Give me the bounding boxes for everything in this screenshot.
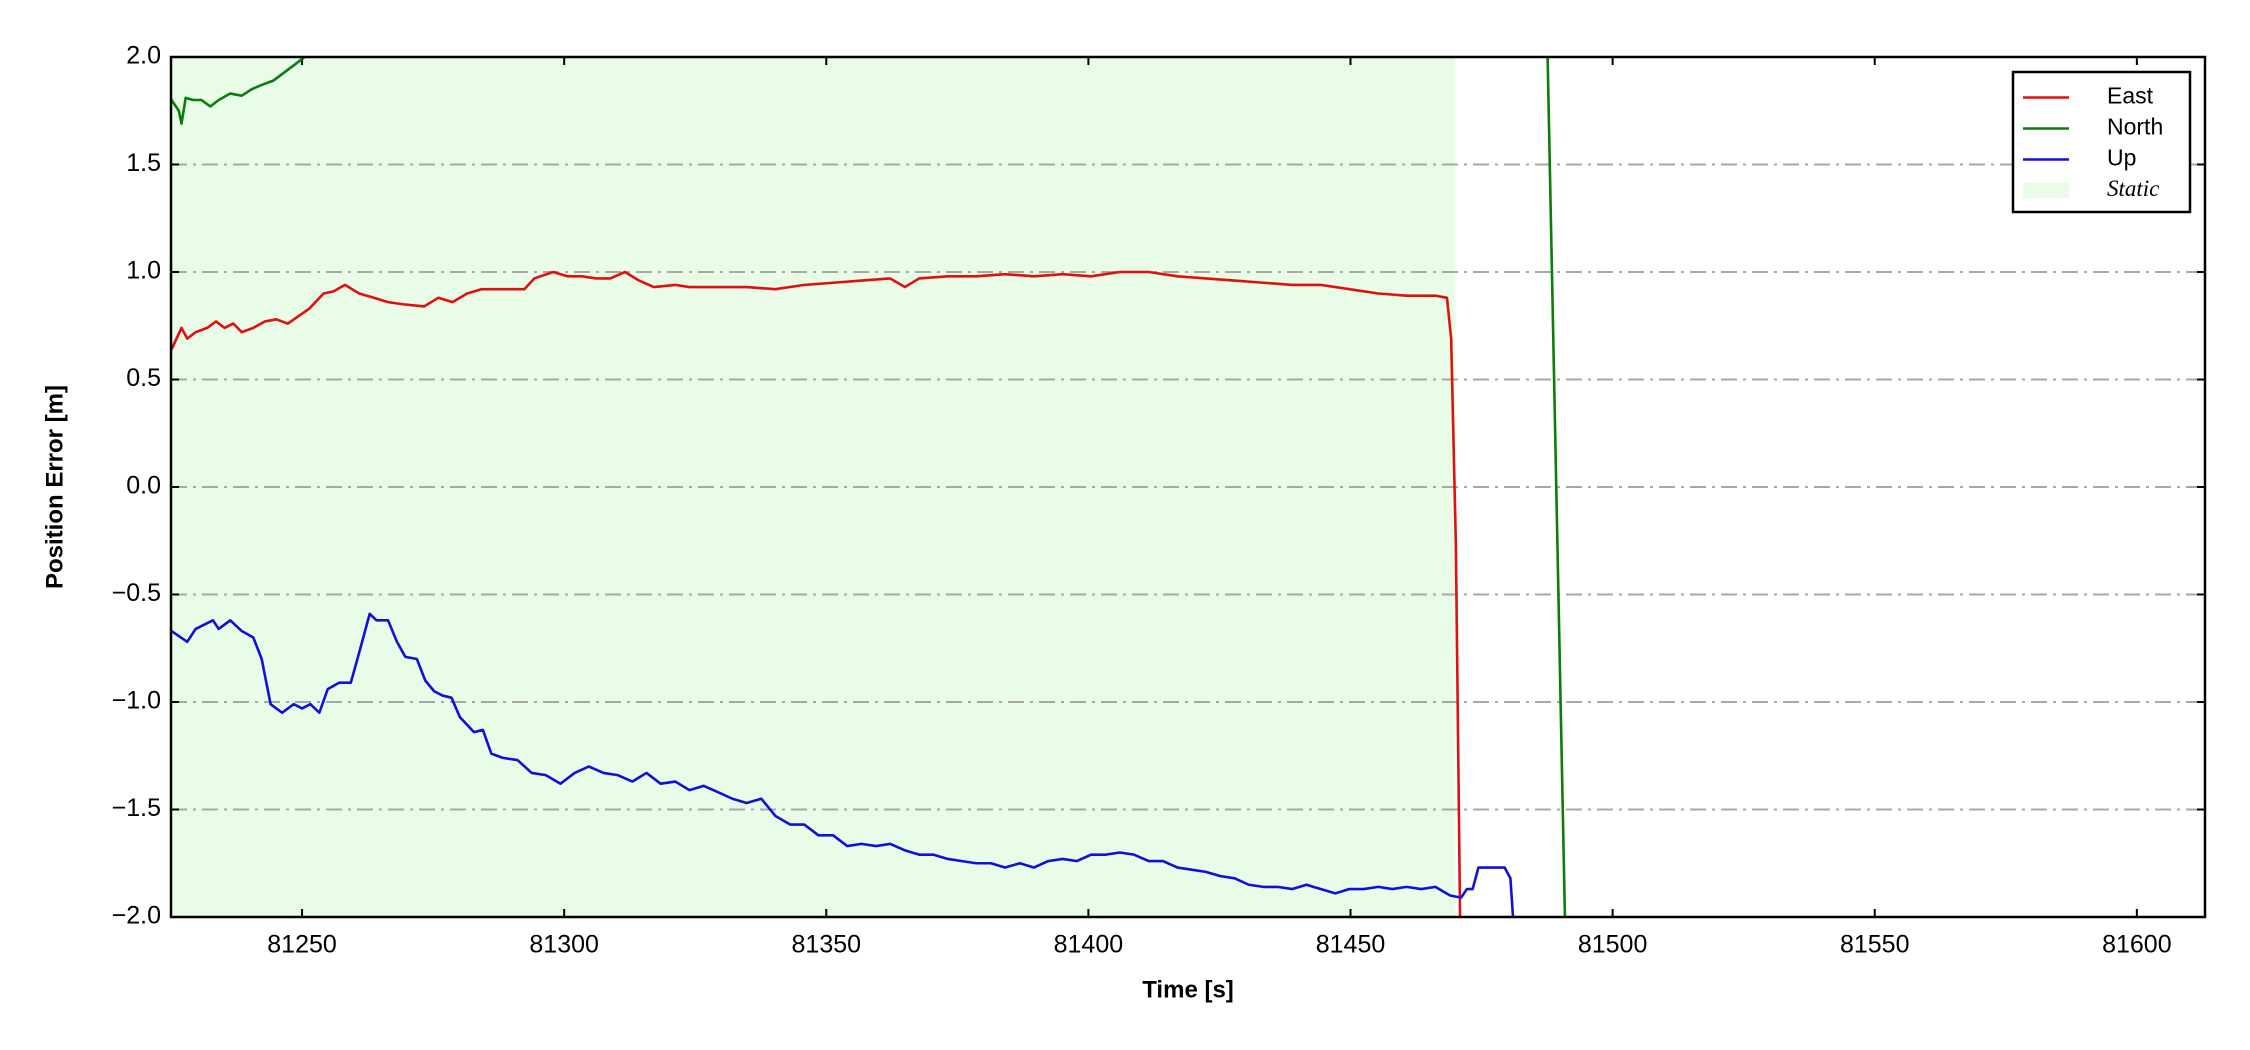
y-tick-label: −1.0 — [112, 687, 161, 715]
x-tick-label: 81250 — [267, 931, 337, 959]
y-tick-label: 1.5 — [126, 149, 161, 177]
plot-frame — [169, 55, 2207, 919]
legend-label: North — [2107, 114, 2163, 140]
series-line — [171, 57, 1567, 917]
series-line — [171, 270, 1462, 917]
legend-label: East — [2107, 83, 2154, 109]
y-tick-label: 0.0 — [126, 472, 161, 500]
y-axis-label: Position Error [m] — [41, 385, 68, 589]
x-axis-label: Time [s] — [1142, 976, 1234, 1003]
series-line — [171, 612, 1515, 917]
x-tick-label: 81450 — [1316, 931, 1386, 959]
y-tick-label: −2.0 — [112, 902, 161, 930]
y-tick-label: −0.5 — [112, 579, 161, 607]
x-tick-label: 81500 — [1578, 931, 1648, 959]
x-tick-label: 81350 — [792, 931, 862, 959]
plot-lines — [171, 57, 1567, 917]
x-tick-label: 81300 — [529, 931, 599, 959]
legend-label: Static — [2107, 176, 2159, 201]
y-tick-label: −1.5 — [112, 794, 161, 822]
y-tick-label: 0.5 — [126, 364, 161, 392]
x-tick-label: 81550 — [1840, 931, 1910, 959]
legend-label: Up — [2107, 145, 2136, 171]
legend-swatch — [2023, 182, 2069, 199]
y-tick-label: 1.0 — [126, 257, 161, 285]
y-tick-label: 2.0 — [126, 42, 161, 70]
x-tick-label: 81400 — [1054, 931, 1124, 959]
x-tick-label: 81600 — [2102, 931, 2172, 959]
